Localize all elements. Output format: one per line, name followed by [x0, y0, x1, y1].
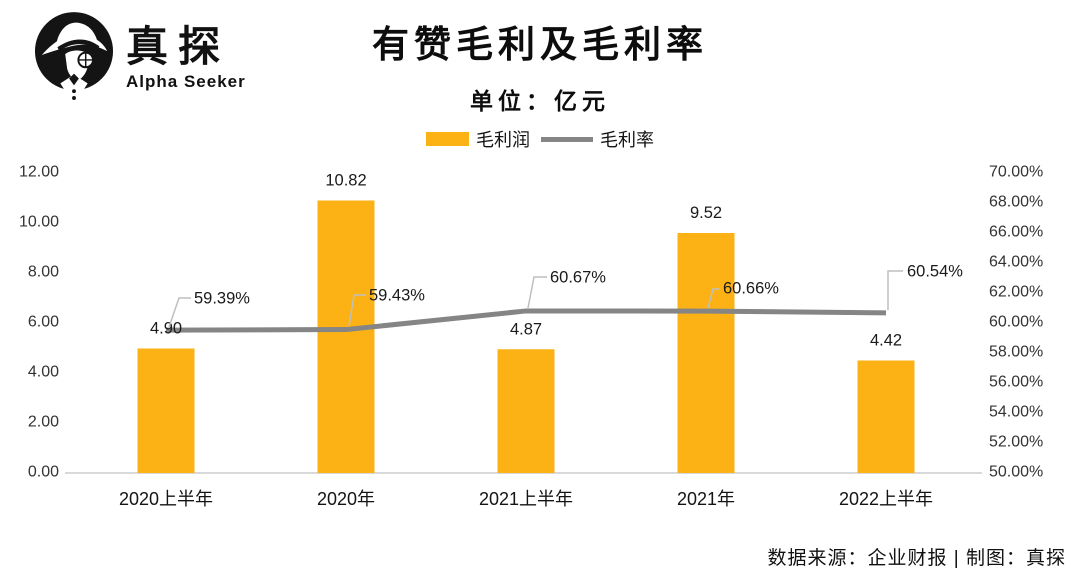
x-category-label: 2020年: [317, 489, 375, 509]
legend-line-swatch: [541, 136, 593, 142]
right-axis-tick: 66.00%: [989, 224, 1043, 241]
rate-value-label: 60.54%: [907, 263, 963, 281]
callout-leader: [707, 288, 720, 309]
legend-bar-label: 毛利润: [476, 130, 530, 150]
callout-leader: [348, 294, 366, 327]
bar-2020年: [317, 200, 375, 473]
left-axis-tick: 8.00: [28, 264, 59, 281]
callout-leader: [887, 270, 903, 310]
right-axis-tick: 52.00%: [989, 434, 1043, 451]
brand-name-zh: 真探: [126, 22, 231, 70]
gross-margin-line: [165, 308, 887, 333]
bar-2021年: [677, 233, 735, 473]
rate-value-label: 59.39%: [194, 290, 250, 308]
chart-legend: 毛利润 毛利率: [0, 126, 1080, 152]
legend-bar-swatch: [426, 132, 469, 146]
rate-value-label: 60.67%: [550, 269, 606, 287]
detective-icon: [34, 12, 114, 105]
right-axis-tick: 64.00%: [989, 254, 1043, 271]
left-axis-tick: 0.00: [28, 464, 59, 481]
bar-2022上半年: [857, 360, 915, 473]
x-category-label: 2022上半年: [839, 489, 933, 509]
bar-value-label: 4.87: [510, 320, 542, 338]
bar-value-label: 9.52: [690, 204, 722, 222]
bar-value-label: 4.42: [870, 332, 902, 350]
left-axis-tick: 6.00: [28, 314, 59, 331]
bar-value-label: 10.82: [325, 172, 366, 190]
x-category-label: 2021年: [677, 489, 735, 509]
right-axis-tick: 68.00%: [989, 194, 1043, 211]
left-axis-tick: 2.00: [28, 414, 59, 431]
bar-2021上半年: [497, 349, 555, 473]
brand-name-en: Alpha Seeker: [126, 72, 246, 92]
bar-value-label: 4.90: [150, 320, 182, 338]
callout-leader: [168, 297, 191, 328]
rate-value-label: 59.43%: [369, 287, 425, 305]
data-source-note: 数据来源：企业财报 | 制图：真探: [767, 548, 1066, 569]
left-axis-tick: 4.00: [28, 364, 59, 381]
right-axis-tick: 54.00%: [989, 404, 1043, 421]
right-axis-tick: 50.00%: [989, 464, 1043, 481]
rate-value-label: 60.66%: [723, 280, 779, 298]
right-axis-tick: 60.00%: [989, 314, 1043, 331]
x-category-label: 2021上半年: [479, 489, 573, 509]
right-axis-tick: 56.00%: [989, 374, 1043, 391]
left-axis-tick: 12.00: [19, 164, 59, 181]
right-axis-tick: 70.00%: [989, 164, 1043, 181]
right-axis-tick: 62.00%: [989, 284, 1043, 301]
legend-line-label: 毛利率: [600, 130, 654, 150]
x-category-label: 2020上半年: [119, 489, 213, 509]
right-axis-tick: 58.00%: [989, 344, 1043, 361]
callout-leader: [527, 276, 547, 309]
bar-2020上半年: [137, 348, 195, 473]
left-axis-tick: 10.00: [19, 214, 59, 231]
brand-logo: 真探 Alpha Seeker: [34, 10, 246, 106]
